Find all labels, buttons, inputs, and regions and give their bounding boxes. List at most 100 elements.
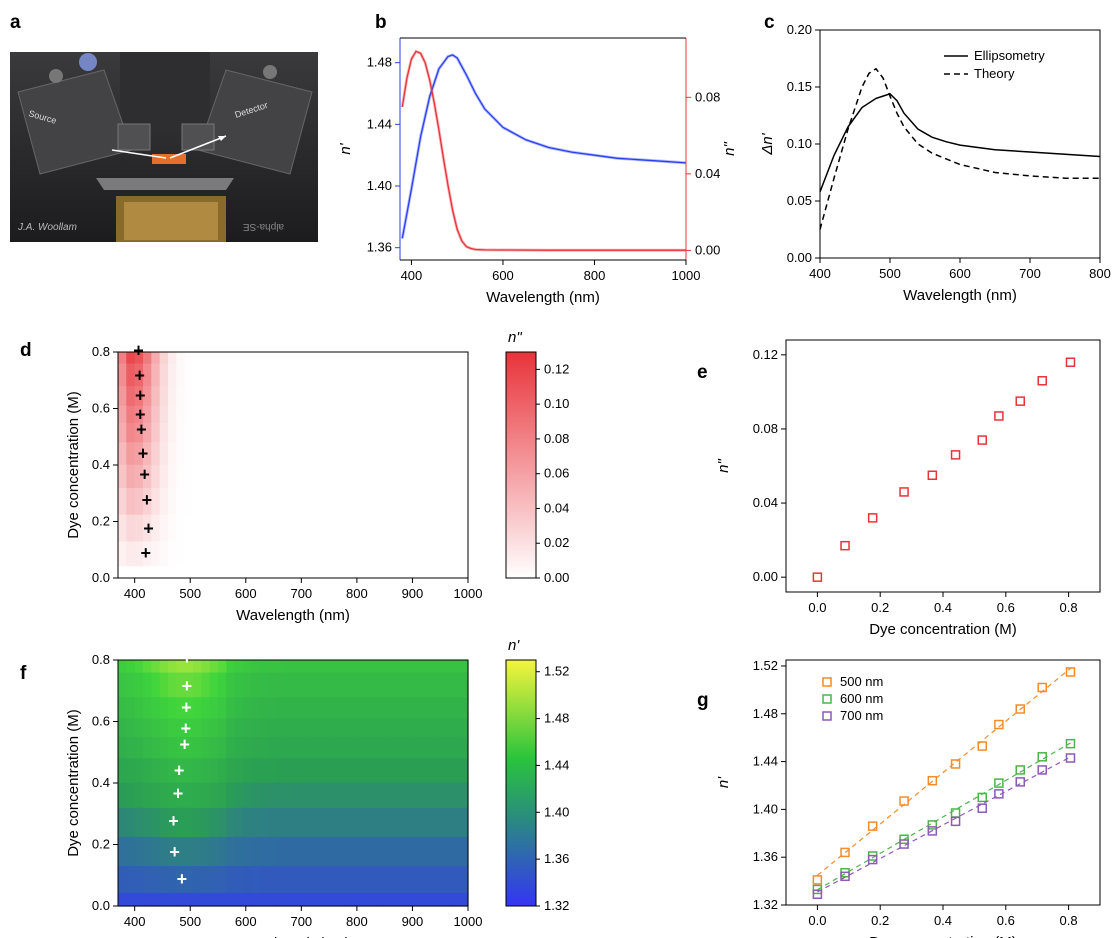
heatmap-cell — [268, 385, 277, 406]
heatmap-cell — [434, 352, 444, 364]
heatmap-cell — [451, 540, 461, 567]
heatmap-cell — [376, 836, 386, 866]
heatmap-cell — [184, 696, 194, 719]
heatmap-cell — [451, 352, 461, 364]
x-tick-label: 0.2 — [871, 913, 889, 928]
heatmap-cell — [418, 565, 427, 579]
heatmap-cell — [351, 363, 361, 387]
heatmap-cell — [343, 672, 352, 698]
photo-brand-label: J.A. Woollam — [17, 222, 77, 233]
heatmap-cell — [343, 385, 352, 406]
heatmap-cell — [243, 363, 252, 387]
heatmap-cell — [284, 441, 294, 465]
heatmap-cell — [443, 782, 452, 808]
heatmap-cell — [268, 836, 277, 866]
heatmap-cell — [443, 717, 452, 737]
heatmap-cell — [418, 487, 427, 515]
heatmap-cell — [301, 405, 311, 423]
heatmap-cell — [359, 363, 369, 387]
heatmap-cell — [376, 757, 386, 783]
heatmap-cell — [343, 736, 352, 759]
heatmap-cell — [118, 836, 127, 866]
heatmap-cell — [159, 487, 169, 515]
ellipsometer-photo: Source Detector J.A. Woollam alpha-SE — [10, 52, 318, 242]
heatmap-cell — [334, 464, 344, 488]
heatmap-cell — [309, 514, 319, 542]
heatmap-cell — [359, 514, 369, 542]
heatmap-cell — [226, 464, 236, 488]
heatmap-cell — [126, 363, 136, 387]
heatmap-cell — [293, 807, 302, 838]
heatmap-cell — [118, 385, 127, 406]
heatmap-cell — [451, 865, 461, 894]
heatmap-cell — [209, 464, 219, 488]
heatmap-cell — [301, 696, 311, 719]
peak-marker: + — [136, 420, 147, 440]
data-point — [950, 759, 961, 769]
x-axis-title: Wavelength (nm) — [486, 289, 600, 306]
data-point — [994, 411, 1004, 421]
heatmap-cell — [284, 696, 294, 719]
heatmap-cell — [426, 717, 436, 737]
heatmap-cell — [276, 807, 286, 838]
heatmap-cell — [384, 464, 394, 488]
heatmap-cell — [234, 540, 244, 567]
heatmap-cell — [184, 782, 194, 808]
heatmap-cell — [351, 807, 361, 838]
y-axis-title: n' — [337, 142, 354, 154]
y-tick-label: 0.05 — [787, 193, 812, 208]
heatmap-cell — [459, 717, 469, 737]
heatmap-cell — [376, 565, 386, 579]
heatmap-cell — [359, 660, 369, 673]
heatmap-cell — [309, 363, 319, 387]
heatmap-cell — [151, 405, 161, 423]
series-line-2 — [819, 67, 1100, 230]
heatmap-cell — [334, 782, 344, 808]
heatmap-cell — [226, 865, 236, 894]
heatmap-cell — [184, 836, 194, 866]
data-point — [812, 875, 823, 885]
heatmap-cell — [434, 422, 444, 443]
x-axis-title: Wavelength (nm) — [236, 935, 350, 938]
heatmap-cell — [343, 363, 352, 387]
heatmap-cell — [268, 422, 277, 443]
heatmap-cell — [284, 487, 294, 515]
heatmap-cell — [351, 514, 361, 542]
heatmap-cell — [251, 514, 261, 542]
colorbar-tick-label: 1.36 — [544, 851, 569, 866]
heatmap-cell — [368, 441, 377, 465]
heatmap-cell — [351, 441, 361, 465]
y-left-tick-label: 1.48 — [367, 55, 392, 70]
heatmap-cell — [326, 363, 336, 387]
heatmap-cell — [384, 385, 394, 406]
data-point — [840, 871, 850, 882]
heatmap-cell — [143, 385, 152, 406]
heatmap-cell — [268, 514, 277, 542]
heatmap-cell — [209, 540, 219, 567]
heatmap-cell — [409, 385, 419, 406]
heatmap-cell — [251, 385, 261, 406]
heatmap-cell — [451, 696, 461, 719]
heatmap-cell — [376, 352, 386, 364]
heatmap-cell — [443, 385, 452, 406]
data-point — [1037, 376, 1047, 386]
heatmap-cell — [234, 660, 244, 673]
heatmap-cell — [318, 352, 327, 364]
y-tick-label: 0.8 — [92, 344, 110, 359]
heatmap-cell — [401, 441, 411, 465]
heatmap-cell — [351, 352, 361, 364]
heatmap-cell — [459, 441, 469, 465]
heatmap-cell — [384, 514, 394, 542]
heatmap-cell — [293, 696, 302, 719]
heatmap-cell — [268, 892, 277, 907]
colorbar-tick-label: 1.48 — [544, 711, 569, 726]
heatmap-cell — [401, 782, 411, 808]
heatmap-cell — [409, 807, 419, 838]
heatmap-cell — [251, 672, 261, 698]
heatmap-cell — [293, 736, 302, 759]
heatmap-cell — [143, 660, 152, 673]
heatmap-cell — [343, 865, 352, 894]
heatmap-cell — [376, 672, 386, 698]
data-point — [994, 789, 1004, 799]
y-tick-label: 0.20 — [787, 22, 812, 37]
